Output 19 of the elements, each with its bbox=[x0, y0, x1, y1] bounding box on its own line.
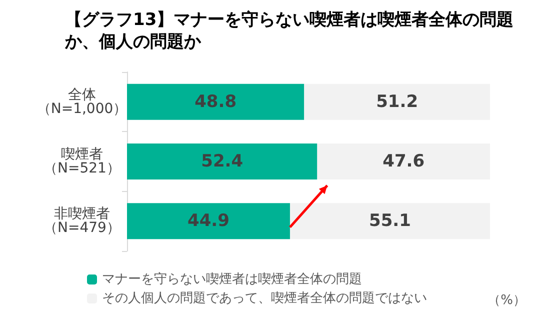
bar bbox=[127, 144, 318, 180]
legend-label: マナーを守らない喫煙者は喫煙者全体の問題 bbox=[102, 272, 362, 287]
data-label: 44.9 bbox=[188, 211, 230, 232]
text: （%） bbox=[488, 293, 526, 308]
bar bbox=[304, 84, 490, 120]
y-tick-label: 喫煙者（N=521） bbox=[44, 146, 120, 176]
bar bbox=[317, 144, 490, 180]
legend-label: その人個人の問題であって、喫煙者全体の問題ではない bbox=[102, 291, 427, 306]
data-label: 52.4 bbox=[201, 152, 244, 172]
y-tick-label: 全体（N=1,000） bbox=[36, 86, 128, 117]
bar bbox=[127, 84, 304, 120]
bar bbox=[127, 203, 290, 240]
data-label: 55.1 bbox=[369, 211, 411, 232]
chart-title: 【グラフ13】マナーを守らない喫煙者は喫煙者全体の問題か、個人の問題か bbox=[64, 10, 514, 52]
data-label: 48.8 bbox=[194, 92, 237, 112]
data-label: 47.6 bbox=[382, 152, 425, 172]
bar bbox=[290, 203, 490, 240]
data-label: 51.2 bbox=[376, 92, 418, 112]
y-tick-label: 非喫煙者（N=479） bbox=[44, 206, 120, 236]
